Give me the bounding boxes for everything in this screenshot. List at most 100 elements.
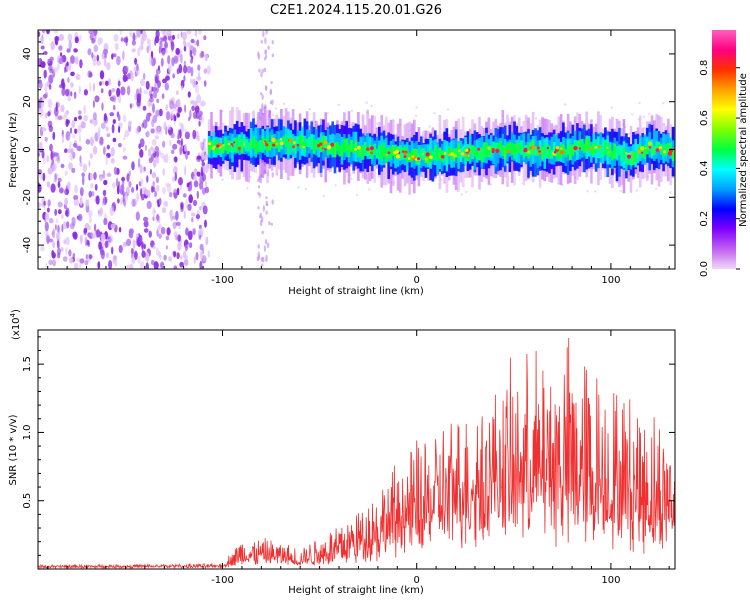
noise-speckle (185, 199, 188, 209)
band-inner (406, 148, 409, 162)
noise-speckle (137, 256, 141, 264)
noise-speckle (135, 211, 140, 221)
band-inner (604, 139, 607, 156)
noise-strip-speckle (271, 171, 274, 178)
band-inner (454, 148, 458, 158)
band-inner (445, 148, 449, 165)
faint-speckle (271, 113, 274, 117)
noise-speckle (77, 124, 82, 134)
x-tick-label: 0 (414, 575, 420, 586)
faint-speckle (635, 189, 638, 192)
band-inner (238, 134, 241, 150)
noise-speckle (124, 130, 130, 138)
band-peak (647, 141, 653, 146)
noise-speckle (79, 187, 84, 197)
noise-speckle (66, 65, 70, 71)
noise-speckle (139, 164, 143, 174)
noise-speckle (168, 192, 173, 198)
band-peak (465, 148, 469, 152)
x-tick-label: -100 (211, 575, 234, 586)
noise-speckle (38, 202, 41, 208)
noise-speckle (40, 101, 45, 109)
noise-speckle (64, 197, 68, 206)
noise-speckle (63, 239, 67, 245)
band-inner (305, 138, 309, 147)
noise-speckle (161, 140, 166, 148)
band-inner (364, 141, 367, 156)
band-peak (555, 146, 560, 150)
noise-speckle (183, 250, 187, 259)
band-inner (585, 137, 588, 152)
faint-speckle (221, 178, 224, 181)
band-inner (401, 147, 404, 160)
noise-speckle (177, 242, 182, 251)
band-inner (541, 146, 544, 160)
noise-speckle (199, 181, 204, 190)
noise-speckle (101, 80, 104, 85)
band-inner (322, 135, 325, 151)
noise-speckle (183, 258, 189, 267)
band-inner (592, 143, 595, 155)
noise-speckle (187, 150, 190, 156)
noise-speckle (42, 172, 46, 182)
noise-strip-speckle (261, 106, 264, 112)
faint-speckle (446, 108, 450, 111)
band-inner (548, 145, 551, 159)
faint-speckle (594, 190, 597, 193)
noise-speckle (85, 139, 91, 145)
noise-speckle (163, 35, 168, 42)
noise-speckle (144, 189, 150, 196)
band-inner (254, 140, 258, 154)
faint-speckle (627, 132, 630, 135)
noise-speckle (103, 179, 108, 186)
noise-speckle (195, 111, 199, 120)
noise-strip-speckle (270, 222, 273, 226)
band-peak (594, 146, 598, 149)
noise-speckle (196, 190, 199, 199)
noise-speckle (86, 225, 92, 230)
faint-speckle (246, 187, 249, 190)
noise-speckle (120, 184, 125, 192)
noise-speckle (39, 107, 44, 118)
band-peak (589, 147, 592, 150)
noise-strip-speckle (266, 242, 270, 249)
band-peak (578, 147, 582, 150)
band-peak (366, 147, 370, 151)
noise-speckle (199, 250, 204, 260)
noise-speckle (126, 173, 130, 182)
noise-speckle (38, 31, 41, 37)
noise-speckle (92, 100, 95, 108)
noise-speckle (170, 41, 175, 51)
noise-speckle (120, 37, 124, 42)
band-peak (369, 146, 374, 151)
band-peak (644, 147, 647, 150)
noise-strip-speckle (271, 53, 275, 58)
noise-speckle (168, 256, 173, 262)
noise-speckle (73, 48, 78, 53)
band-inner (247, 142, 251, 152)
noise-speckle (135, 183, 139, 191)
noise-speckle (172, 34, 175, 40)
noise-speckle (203, 35, 207, 41)
band-inner (618, 145, 621, 156)
noise-speckle (183, 46, 187, 52)
noise-speckle (153, 261, 159, 269)
band-inner (368, 144, 372, 156)
band-peak (627, 154, 632, 159)
noise-speckle (158, 197, 162, 206)
noise-speckle (69, 141, 72, 151)
noise-speckle (70, 91, 73, 97)
noise-speckle (199, 141, 203, 149)
faint-speckle (433, 112, 436, 115)
noise-speckle (70, 82, 74, 88)
band-inner (545, 144, 549, 158)
noise-speckle (190, 38, 195, 44)
noise-speckle (108, 89, 112, 97)
band-peak (395, 154, 401, 159)
noise-speckle (151, 138, 157, 146)
noise-speckle (160, 261, 165, 269)
noise-speckle (146, 45, 149, 54)
band-peak (524, 147, 528, 151)
noise-speckle (70, 71, 75, 77)
band-inner (308, 137, 311, 147)
